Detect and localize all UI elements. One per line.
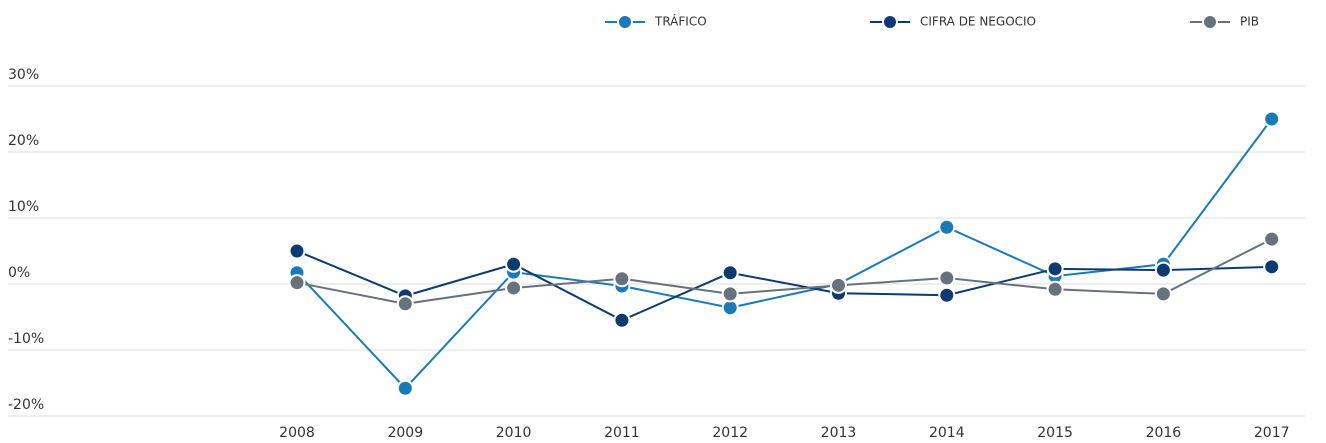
y-tick-label: 20%	[8, 133, 39, 149]
x-tick-label: 2012	[712, 425, 748, 441]
data-point	[1046, 280, 1064, 298]
x-tick-label: 2011	[604, 425, 640, 441]
x-tick-label: 2010	[496, 425, 532, 441]
data-point	[1263, 230, 1281, 248]
x-tick-label: 2009	[387, 425, 423, 441]
data-point	[613, 311, 631, 329]
data-point	[721, 285, 739, 303]
data-point	[938, 286, 956, 304]
data-point	[938, 218, 956, 236]
y-tick-label: -20%	[8, 397, 44, 413]
x-tick-label: 2015	[1037, 425, 1073, 441]
data-point	[396, 379, 414, 397]
data-point	[721, 299, 739, 317]
data-point	[288, 274, 306, 292]
legend-marker	[882, 14, 898, 30]
series-line	[296, 250, 1272, 322]
series-line	[296, 118, 1273, 390]
data-point	[505, 279, 523, 297]
data-point	[1154, 261, 1172, 279]
data-point	[1154, 285, 1172, 303]
legend-marker	[1202, 14, 1218, 30]
series-line	[296, 238, 1273, 305]
legend-label: CIFRA DE NEGOCIO	[920, 15, 1036, 29]
x-tick-label: 2013	[821, 425, 857, 441]
x-tick-label: 2016	[1146, 425, 1182, 441]
data-point	[1263, 110, 1281, 128]
y-tick-label: -10%	[8, 331, 44, 347]
legend-marker	[617, 14, 633, 30]
y-tick-label: 0%	[8, 265, 30, 281]
data-point	[721, 264, 739, 282]
x-tick-label: 2017	[1254, 425, 1290, 441]
data-point	[288, 242, 306, 260]
data-point	[1046, 260, 1064, 278]
data-point	[396, 295, 414, 313]
legend-label: PIB	[1240, 15, 1259, 29]
x-tick-label: 2008	[279, 425, 315, 441]
data-point	[938, 269, 956, 287]
data-point	[1263, 258, 1281, 276]
legend-label: TRÁFICO	[654, 14, 707, 29]
y-tick-label: 10%	[8, 199, 39, 215]
y-tick-label: 30%	[8, 67, 39, 83]
data-point	[505, 255, 523, 273]
data-point	[830, 276, 847, 294]
data-point	[613, 270, 631, 288]
x-tick-label: 2014	[929, 425, 965, 441]
